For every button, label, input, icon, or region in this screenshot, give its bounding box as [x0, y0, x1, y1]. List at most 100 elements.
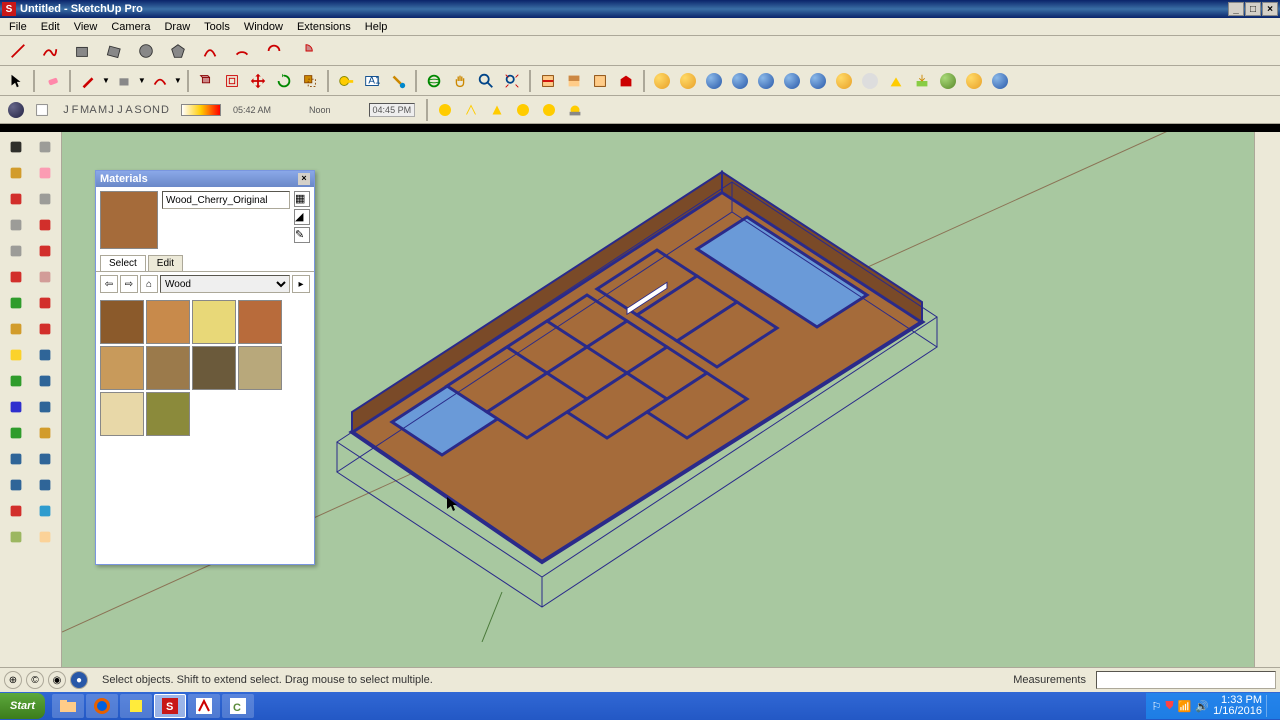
sun5[interactable] [537, 98, 561, 122]
material-swatch[interactable] [238, 300, 282, 344]
material-swatch[interactable] [146, 392, 190, 436]
materials-panel[interactable]: Materials × ▦ ◢ ✎ Select Edit ⇦ ⇨ ⌂ Wood… [95, 170, 315, 565]
eraser-tool[interactable] [40, 69, 64, 93]
arc2-tool[interactable] [228, 38, 256, 64]
rect-tool[interactable] [32, 186, 60, 212]
select-tool[interactable] [2, 134, 30, 160]
taskbar-notes[interactable] [120, 694, 152, 718]
move-tool[interactable] [246, 69, 270, 93]
default-material-icon[interactable]: ◢ [294, 209, 310, 225]
shadow-settings[interactable] [30, 98, 54, 122]
scale-tool[interactable] [298, 69, 322, 93]
arc3-tool[interactable] [260, 38, 288, 64]
axes-tool[interactable] [2, 394, 30, 420]
tab-edit[interactable]: Edit [148, 255, 183, 271]
style-tool[interactable] [858, 69, 882, 93]
rotated-rect-tool[interactable] [100, 38, 128, 64]
menu-extensions[interactable]: Extensions [290, 20, 358, 34]
zoom-tool[interactable] [474, 69, 498, 93]
nav-up[interactable] [754, 69, 778, 93]
component-tool[interactable] [32, 134, 60, 160]
menu-file[interactable]: File [2, 20, 34, 34]
taskbar-firefox[interactable] [86, 694, 118, 718]
plugin1-tool[interactable] [936, 69, 960, 93]
sun2[interactable] [459, 98, 483, 122]
scale-tool[interactable] [2, 316, 30, 342]
orbit-tool[interactable] [422, 69, 446, 93]
menu-tools[interactable]: Tools [197, 20, 237, 34]
pencil-tool[interactable] [76, 69, 100, 93]
menu-draw[interactable]: Draw [157, 20, 197, 34]
section-tool[interactable] [32, 524, 60, 550]
tab-select[interactable]: Select [100, 255, 146, 271]
sun3[interactable] [485, 98, 509, 122]
sun4[interactable] [511, 98, 535, 122]
pie-tool[interactable] [292, 38, 320, 64]
system-tray[interactable]: ⚐ ⛊ 📶 🔊 1:33 PM 1/16/2016 [1146, 693, 1280, 719]
tray-clock[interactable]: 1:33 PM 1/16/2016 [1213, 695, 1262, 717]
zoom-tool[interactable] [2, 446, 30, 472]
curve-tool[interactable] [148, 69, 172, 93]
rotate-tool[interactable] [272, 69, 296, 93]
prev-tool[interactable] [32, 472, 60, 498]
render-tool[interactable] [884, 69, 908, 93]
tray-shield-icon[interactable]: ⛊ [1165, 700, 1173, 713]
credits-icon[interactable]: © [26, 671, 44, 689]
material-swatch[interactable] [192, 346, 236, 390]
menu-icon[interactable]: ▸ [292, 275, 310, 293]
circle-tool[interactable] [2, 212, 30, 238]
show-desktop[interactable] [1266, 695, 1274, 717]
measurements-input[interactable] [1096, 671, 1276, 689]
shape-tool[interactable] [112, 69, 136, 93]
dropdown-icon[interactable]: ▼ [174, 76, 182, 85]
section-tool[interactable] [536, 69, 560, 93]
paint-tool[interactable] [386, 69, 410, 93]
pushpull-tool[interactable] [194, 69, 218, 93]
eyedropper-icon[interactable]: ✎ [294, 227, 310, 243]
pan-tool[interactable] [32, 420, 60, 446]
material-swatch[interactable] [238, 346, 282, 390]
warehouse-tool[interactable] [614, 69, 638, 93]
month-slider[interactable]: JFMAMJJASOND [56, 104, 175, 116]
plugin2-tool[interactable] [962, 69, 986, 93]
close-button[interactable]: × [1262, 2, 1278, 16]
panel-header[interactable]: Materials × [96, 171, 314, 187]
walk-tool[interactable] [2, 524, 30, 550]
panel-close-icon[interactable]: × [298, 173, 310, 185]
arc-tool[interactable] [32, 212, 60, 238]
material-swatch[interactable] [146, 346, 190, 390]
dropdown-icon[interactable]: ▼ [138, 76, 146, 85]
material-swatch[interactable] [100, 392, 144, 436]
material-swatch[interactable] [100, 346, 144, 390]
menu-view[interactable]: View [67, 20, 105, 34]
zoomwin-tool[interactable] [32, 446, 60, 472]
material-name-input[interactable] [162, 191, 290, 209]
export-tool[interactable] [910, 69, 934, 93]
section-display-tool[interactable] [562, 69, 586, 93]
category-select[interactable]: Wood [160, 275, 290, 293]
start-button[interactable]: Start [0, 693, 45, 719]
zoomext-tool[interactable] [2, 472, 30, 498]
pushpull-tool[interactable] [32, 264, 60, 290]
nav-fwd-icon[interactable]: ⇨ [120, 275, 138, 293]
section-fill-tool[interactable] [588, 69, 612, 93]
freehand-tool[interactable] [36, 38, 64, 64]
rotate-tool[interactable] [2, 290, 30, 316]
material-swatch[interactable] [100, 300, 144, 344]
help-tool[interactable] [676, 69, 700, 93]
taskbar-sketchup[interactable]: S [154, 694, 186, 718]
pan-tool[interactable] [448, 69, 472, 93]
nav-back[interactable] [702, 69, 726, 93]
poly-tool[interactable] [2, 238, 30, 264]
circle-tool[interactable] [132, 38, 160, 64]
minimize-button[interactable]: _ [1228, 2, 1244, 16]
layer-tool[interactable] [832, 69, 856, 93]
taskbar-layout[interactable] [188, 694, 220, 718]
menu-window[interactable]: Window [237, 20, 290, 34]
offset-tool[interactable] [32, 316, 60, 342]
tray-flag-icon[interactable]: ⚐ [1152, 700, 1162, 713]
dims-tool[interactable] [32, 342, 60, 368]
eraser-tool[interactable] [32, 160, 60, 186]
text-tool[interactable]: A1 [360, 69, 384, 93]
polygon-tool[interactable] [164, 38, 192, 64]
